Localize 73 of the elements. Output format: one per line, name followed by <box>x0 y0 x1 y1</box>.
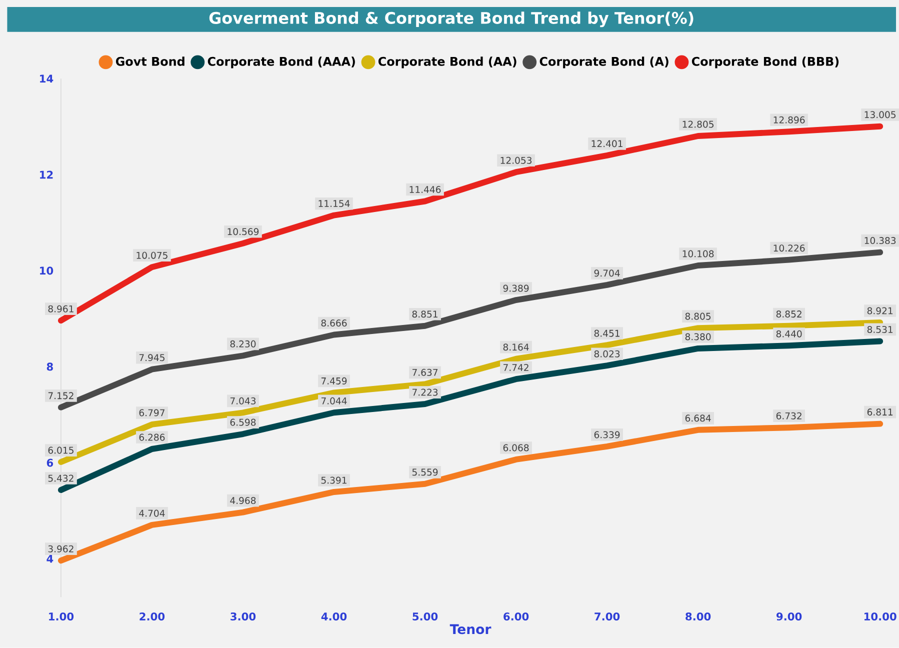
data-label: 8.023 <box>594 350 620 358</box>
data-label: 8.921 <box>867 307 893 314</box>
data-label: 6.286 <box>139 434 165 441</box>
data-label: 9.704 <box>594 270 620 277</box>
data-label: 5.559 <box>412 468 438 476</box>
data-label: 8.531 <box>867 326 893 334</box>
chart-title: Goverment Bond & Corporate Bond Trend by Tenor(%) <box>209 12 694 28</box>
x-tick-label: 7.00 <box>594 612 620 621</box>
y-tick-label: 6 <box>46 458 54 467</box>
legend-label: Corporate Bond (AAA) <box>208 56 355 68</box>
data-label: 11.154 <box>318 200 350 208</box>
data-label: 8.230 <box>230 340 256 348</box>
x-tick-label: 6.00 <box>504 612 529 621</box>
x-tick-label: 5.00 <box>412 612 438 621</box>
data-label: 3.962 <box>48 545 74 552</box>
legend-label: Corporate Bond (AA) <box>378 56 516 68</box>
data-label: 11.446 <box>410 186 441 194</box>
data-label: 10.569 <box>228 228 259 236</box>
data-label: 10.226 <box>774 244 805 252</box>
y-tick-label: 12 <box>40 170 53 179</box>
data-label: 4.704 <box>139 510 165 517</box>
data-label: 12.896 <box>774 116 805 124</box>
data-label: 10.075 <box>136 252 168 259</box>
data-label: 13.005 <box>864 111 896 118</box>
data-label: 7.459 <box>321 377 347 384</box>
x-tick-label: 10.00 <box>864 612 896 621</box>
data-label: 8.440 <box>776 330 802 338</box>
data-label: 8.451 <box>594 330 620 337</box>
data-label: 8.851 <box>412 310 438 318</box>
data-label: 7.945 <box>139 354 164 362</box>
data-label: 7.742 <box>504 364 528 371</box>
data-label: 12.401 <box>592 140 622 148</box>
data-label: 6.015 <box>48 446 74 454</box>
x-tick-label: 8.00 <box>686 612 711 621</box>
x-tick-label: 3.00 <box>230 612 256 621</box>
data-label: 7.044 <box>321 397 347 404</box>
data-label: 10.383 <box>864 237 896 244</box>
data-label: 7.152 <box>48 392 74 400</box>
data-label: 5.391 <box>321 476 346 484</box>
y-tick-label: 14 <box>40 74 54 83</box>
data-label: 8.164 <box>503 344 529 351</box>
legend-label: Corporate Bond (BBB) <box>692 56 839 68</box>
x-tick-label: 1.00 <box>49 612 74 621</box>
data-label: 6.068 <box>503 444 529 452</box>
data-label: 8.805 <box>685 312 711 320</box>
data-label: 8.666 <box>321 320 347 327</box>
data-label: 6.811 <box>867 408 893 416</box>
x-tick-label: 2.00 <box>140 612 165 621</box>
x-tick-label: 4.00 <box>321 612 347 621</box>
data-label: 7.637 <box>412 368 438 376</box>
data-label: 6.797 <box>139 409 164 416</box>
data-label: 4.968 <box>230 497 256 504</box>
data-label: 7.043 <box>230 397 256 404</box>
data-label: 12.053 <box>500 156 532 164</box>
data-label: 12.805 <box>682 120 714 128</box>
legend-label: Corporate Bond (A) <box>540 56 668 68</box>
data-label: 7.223 <box>412 388 438 396</box>
legend-label: Govt Bond <box>116 56 184 66</box>
data-label: 6.339 <box>594 431 620 438</box>
data-label: 6.732 <box>776 412 802 420</box>
data-label: 8.380 <box>685 333 711 340</box>
y-tick-label: 8 <box>46 362 53 371</box>
data-label: 9.389 <box>503 284 529 292</box>
x-tick-label: 9.00 <box>776 612 802 621</box>
data-label: 8.852 <box>776 310 802 318</box>
data-label: 8.961 <box>48 305 74 312</box>
data-label: 6.684 <box>685 414 711 422</box>
y-tick-label: 10 <box>40 266 54 275</box>
x-axis-title: Tenor <box>450 624 492 634</box>
data-label: 6.598 <box>230 418 256 426</box>
data-label: 10.108 <box>682 250 714 258</box>
y-tick-label: 4 <box>46 554 54 563</box>
data-label: 5.432 <box>48 474 74 482</box>
